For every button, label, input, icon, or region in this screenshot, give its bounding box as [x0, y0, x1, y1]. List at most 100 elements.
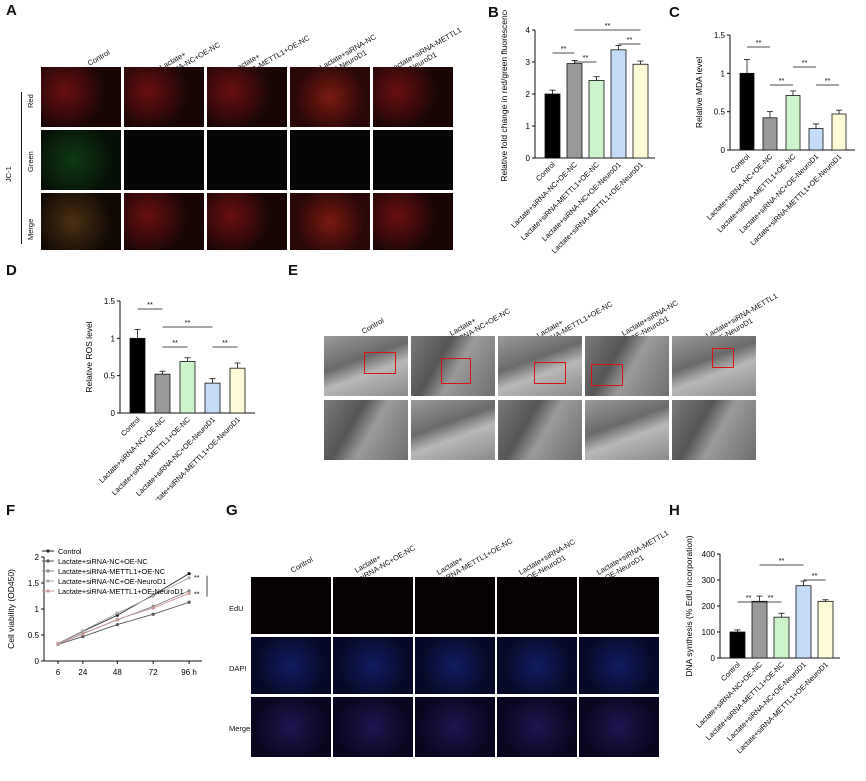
- y-tick-label: 4: [526, 26, 531, 35]
- e-tem-low-3: [498, 336, 582, 396]
- y-tick-label: 0: [526, 154, 531, 163]
- e-tem-high-1: [324, 400, 408, 460]
- g-col-control: Control: [289, 554, 315, 575]
- bar: [204, 382, 221, 414]
- a-row-red: Red: [26, 94, 35, 108]
- g-row-edu: EdU: [229, 604, 244, 613]
- e-col-control: Control: [360, 315, 386, 336]
- y-tick-label: 2: [526, 90, 531, 99]
- a-img-merge-2: [124, 193, 204, 250]
- chart-h: 0 100 200 300 400 DNA synthesis (% EdU incorp…: [684, 535, 840, 755]
- y-tick-label: 400: [702, 550, 716, 559]
- significance-label: **: [222, 338, 228, 347]
- significance-label: **: [185, 318, 191, 327]
- g-img-merge-4: [497, 697, 577, 757]
- x-tick-label: 48: [113, 668, 122, 677]
- panel-label-f: F: [6, 502, 16, 519]
- x-tick-label: Lactate+siRNA-METTL1+OE-NeuroD1: [147, 415, 242, 500]
- y-tick-label: 0: [111, 409, 116, 418]
- e-tem-high-2: [411, 400, 495, 460]
- significance-label: **: [194, 591, 200, 598]
- e-tem-low-2: [411, 336, 495, 396]
- chart-f: 0 0.5 1 1.5 2 6 24 48 72 96 h Cell viability (OD45…: [6, 547, 208, 677]
- data-point: [151, 612, 155, 616]
- x-tick-label: 24: [78, 668, 87, 677]
- a-row-merge: Merge: [26, 218, 35, 240]
- a-img-red-3: [207, 67, 287, 127]
- a-img-green-3: [207, 130, 287, 190]
- a-img-merge-4: [290, 193, 370, 250]
- significance-label: **: [779, 76, 785, 85]
- g-img-merge-5: [579, 697, 659, 757]
- data-point: [115, 611, 119, 615]
- bar: [544, 93, 561, 159]
- g-img-merge-2: [333, 697, 413, 757]
- a-img-green-2: [124, 130, 204, 190]
- bar: [129, 337, 146, 414]
- e-tem-low-5: [672, 336, 756, 396]
- y-tick-label: 2: [35, 553, 40, 562]
- significance-label: **: [768, 593, 774, 602]
- y-tick-label: 1: [35, 605, 40, 614]
- chart-d: 0 0.5 1 1.5 Relative ROS level ControlLactate…: [84, 297, 255, 500]
- bar: [588, 80, 605, 159]
- y-tick-label: 0: [721, 146, 726, 155]
- g-img-dapi-3: [415, 637, 495, 694]
- g-img-dapi-1: [251, 637, 331, 694]
- g-img-edu-1: [251, 577, 331, 634]
- bar: [795, 585, 812, 659]
- y-axis-label: Relative fold change in red/green fluore…: [499, 10, 509, 182]
- g-img-edu-2: [333, 577, 413, 634]
- data-point: [187, 589, 191, 593]
- g-img-dapi-4: [497, 637, 577, 694]
- g-img-edu-3: [415, 577, 495, 634]
- bar: [808, 128, 824, 151]
- a-img-red-4: [290, 67, 370, 127]
- g-col-2: Lactate+ siRNA-NC+OE-NC: [353, 543, 417, 583]
- bar: [751, 600, 768, 659]
- a-img-merge-5: [373, 193, 453, 250]
- y-tick-label: 0: [711, 654, 716, 663]
- y-tick-label: 1.5: [28, 579, 40, 588]
- panel-label-d: D: [6, 262, 17, 279]
- legend-label: Control: [58, 547, 82, 556]
- significance-label: **: [605, 21, 611, 30]
- e-tem-high-4: [585, 400, 669, 460]
- panel-label-a: A: [6, 2, 17, 19]
- series-line: [57, 601, 190, 645]
- panel-label-e: E: [288, 262, 299, 279]
- significance-label: **: [779, 556, 785, 565]
- significance-label: **: [756, 38, 762, 47]
- bar: [632, 63, 649, 159]
- g-img-dapi-5: [579, 637, 659, 694]
- y-tick-label: 1.5: [714, 31, 726, 40]
- y-tick-label: 1: [721, 69, 726, 78]
- significance-label: **: [746, 593, 752, 602]
- panel-label-c: C: [669, 4, 680, 21]
- e-tem-high-3: [498, 400, 582, 460]
- bar: [831, 113, 847, 151]
- bar: [773, 616, 790, 659]
- a-col-control: Control: [86, 47, 112, 68]
- g-img-merge-1: [251, 697, 331, 757]
- bar: [785, 95, 801, 151]
- significance-label: **: [583, 53, 589, 62]
- significance-label: **: [802, 58, 808, 67]
- a-img-green-5: [373, 130, 453, 190]
- g-row-dapi: DAPI: [229, 664, 247, 673]
- data-point: [56, 642, 60, 646]
- panel-a: Control Lactate+ siRNA-NC+OE-NC Lactate+ s…: [0, 0, 463, 250]
- y-tick-label: 0: [35, 657, 40, 666]
- bar: [817, 600, 834, 659]
- a-jc1-bracket: [21, 92, 22, 244]
- e-tem-low-1: [324, 336, 408, 396]
- significance-label: **: [194, 575, 200, 582]
- legend-label: Lactate+siRNA-METTL1+OE-NC: [58, 567, 165, 576]
- x-tick-label: 6: [56, 668, 61, 677]
- data-point: [81, 632, 85, 636]
- a-img-red-5: [373, 67, 453, 127]
- data-point: [115, 623, 119, 627]
- y-tick-label: 0.5: [714, 108, 726, 117]
- a-img-green-4: [290, 130, 370, 190]
